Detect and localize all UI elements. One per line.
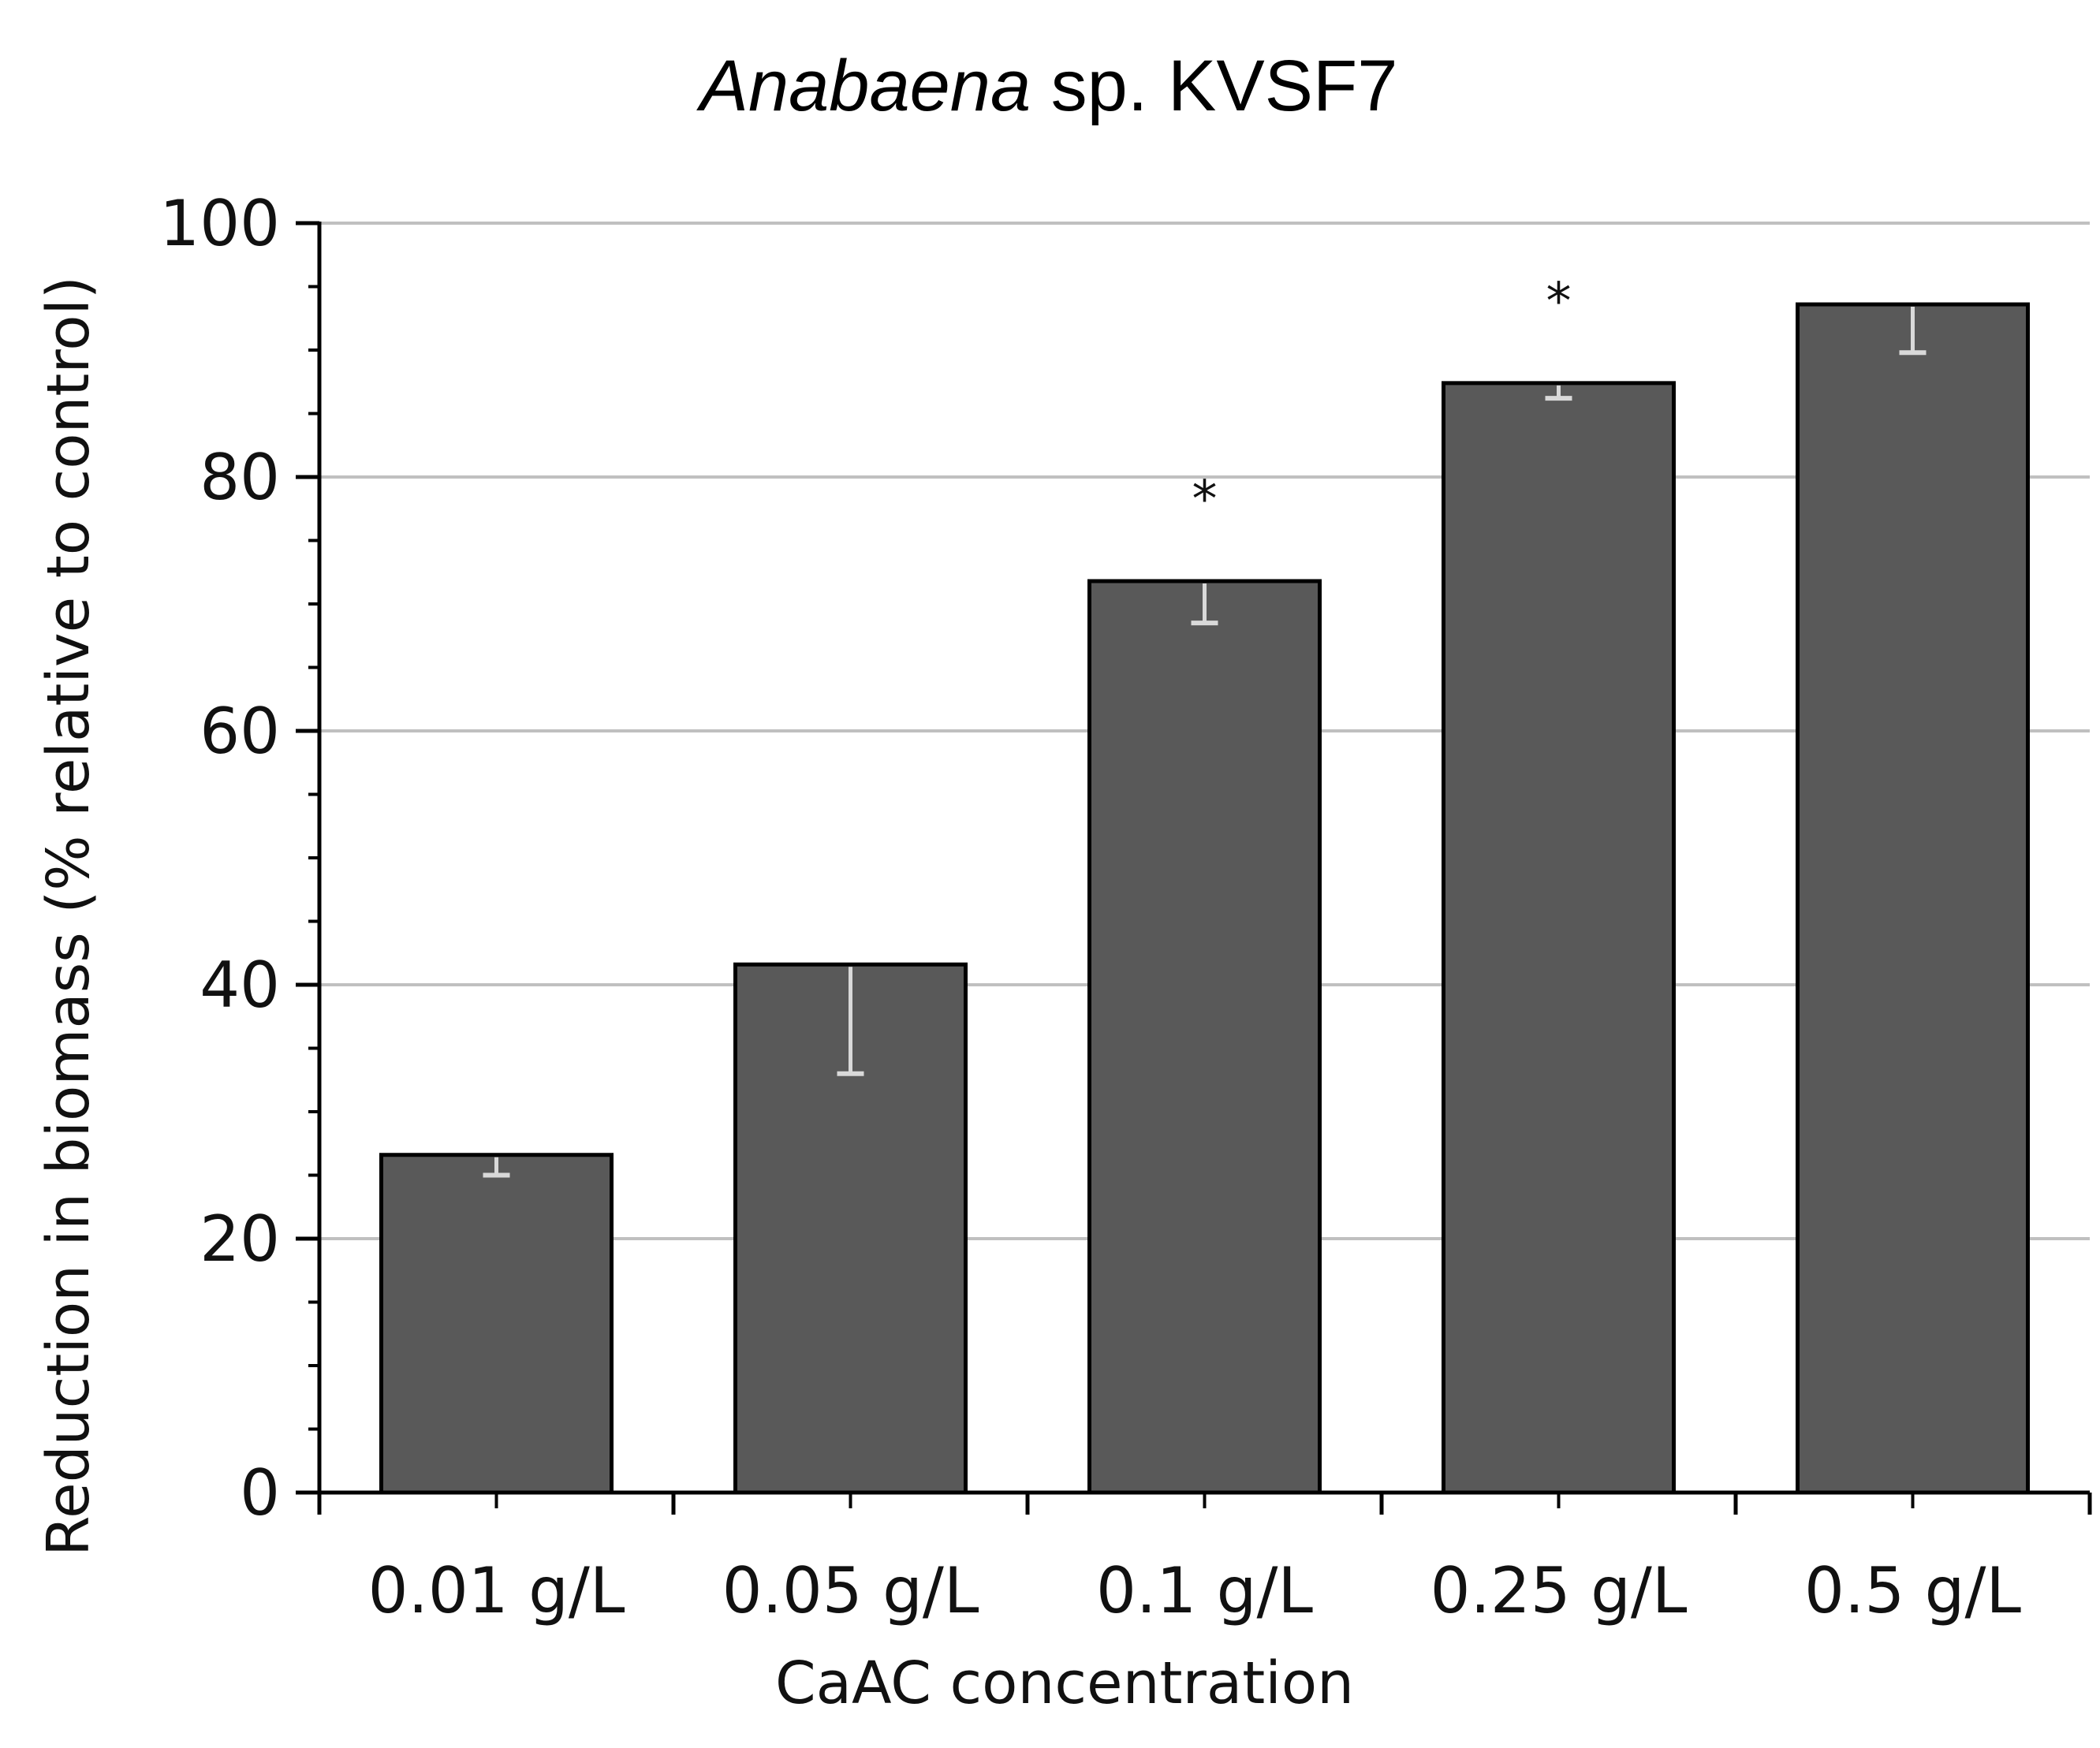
y-tick-label: 80 [200,441,280,514]
chart-title: Anabaena sp. KVSF7 [696,46,1398,126]
bar [1442,381,1676,1495]
x-tick-label: 0.1 g/L [1096,1554,1313,1627]
y-tick-label: 0 [240,1456,280,1530]
bar [379,1153,614,1495]
bar [1087,579,1322,1495]
y-tick-label: 40 [200,949,280,1022]
x-tick-label: 0.05 g/L [722,1554,979,1627]
bar [1796,302,2030,1495]
x-tick-label: 0.01 g/L [368,1554,625,1627]
y-tick-label: 20 [200,1202,280,1276]
y-axis-label: Reduction in biomass (% relative to cont… [35,276,103,1556]
chart-title-italic: Anabaena [696,46,1031,126]
x-axis-label: CaAC concentration [775,1649,1354,1717]
tick-labels: 0.01 g/L 0.05 g/L * 0.1 g/L * 0.25 g/L 0.5 g/L… [159,187,2021,1627]
chart-title-rest: sp. KVSF7 [1031,46,1397,126]
x-tick-label: 0.5 g/L [1804,1554,2021,1627]
y-tick-label: 100 [159,187,280,260]
axes [296,221,2092,1515]
bars [379,302,2030,1495]
significance-marker: * [1546,273,1572,331]
significance-marker: * [1192,471,1218,529]
y-tick-label: 60 [200,695,280,768]
x-tick-label: 0.25 g/L [1430,1554,1688,1627]
